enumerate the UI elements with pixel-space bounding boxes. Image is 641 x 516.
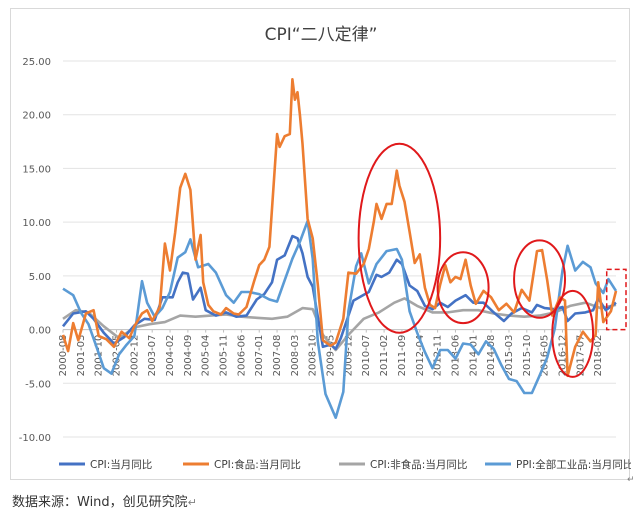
- x-tick-label: 2016-05: [540, 335, 551, 377]
- chart-frame: CPI“二八定律” 25.00 20.00 15.00 10.00 5.00 0.00 -5…: [10, 8, 631, 480]
- legend-label: PPI:全部工业品:当月同比: [516, 458, 631, 471]
- x-tick-label: 2011-02: [379, 335, 390, 377]
- y-tick-label: 5.00: [29, 272, 51, 283]
- x-tick-label: 2001-03: [76, 335, 87, 377]
- line-chart: CPI“二八定律” 25.00 20.00 15.00 10.00 5.00 0.00 -5…: [19, 25, 631, 471]
- highlight-circle-2011: [357, 142, 442, 334]
- return-mark: ↵: [187, 496, 197, 509]
- y-tick-label: -10.00: [19, 433, 51, 444]
- corner-mark: ↵: [627, 475, 635, 485]
- x-tick-label: 2017-07: [575, 335, 586, 377]
- highlight-circle-2017: [551, 289, 595, 378]
- highlight-circle-2016: [513, 239, 567, 319]
- x-tick-label: 2009-05: [326, 335, 337, 377]
- y-tick-label: 20.00: [22, 111, 51, 122]
- x-tick-label: 2015-03: [504, 335, 515, 377]
- source-note: 数据来源：Wind，创见研究院↵: [12, 491, 197, 510]
- x-tick-label: 2006-06: [236, 335, 247, 377]
- source-text: 数据来源：Wind，创见研究院: [12, 495, 188, 510]
- x-tick-label: 2007-08: [272, 335, 283, 377]
- highlight-box-2018: [605, 268, 627, 331]
- x-tick-label: 2014-08: [486, 335, 497, 377]
- x-tick-label: 2000-08: [58, 335, 69, 377]
- legend-label: CPI:当月同比: [90, 458, 152, 471]
- legend-label: CPI:食品:当月同比: [214, 458, 301, 471]
- y-tick-label: 25.00: [22, 57, 51, 68]
- x-tick-label: 2011-09: [397, 335, 408, 377]
- x-tick-label: 2002-12: [129, 335, 140, 377]
- x-tick-label: 2008-03: [290, 335, 301, 377]
- highlight-circle-2013: [436, 251, 490, 325]
- x-tick-label: 2003-07: [147, 335, 158, 377]
- x-tick-label: 2005-04: [201, 335, 212, 377]
- x-tick-label: 2018-02: [593, 335, 604, 377]
- chart-title: CPI“二八定律”: [265, 25, 378, 45]
- y-tick-label: 10.00: [22, 218, 51, 229]
- y-tick-label: 15.00: [22, 164, 51, 175]
- y-tick-label: 0.00: [29, 326, 51, 337]
- x-tick-label: 2012-04: [415, 335, 426, 377]
- series-line-2: [61, 78, 618, 378]
- x-tick-label: 2010-07: [361, 335, 372, 377]
- x-tick-label: 2009-12: [343, 335, 354, 377]
- x-tick-label: 2008-10: [308, 335, 319, 377]
- x-tick-label: 2014-01: [468, 335, 479, 377]
- x-tick-label: 2016-12: [557, 335, 568, 377]
- x-tick-label: 2005-11: [219, 335, 230, 377]
- x-tick-label: 2004-09: [183, 335, 194, 377]
- x-tick-label: 2004-02: [165, 335, 176, 377]
- x-tick-label: 2007-01: [254, 335, 265, 377]
- x-tick-label: 2002-05: [112, 335, 123, 377]
- x-tick-label: 2015-10: [522, 335, 533, 377]
- legend-label: CPI:非食品:当月同比: [370, 458, 467, 471]
- y-tick-label: -5.00: [25, 379, 51, 390]
